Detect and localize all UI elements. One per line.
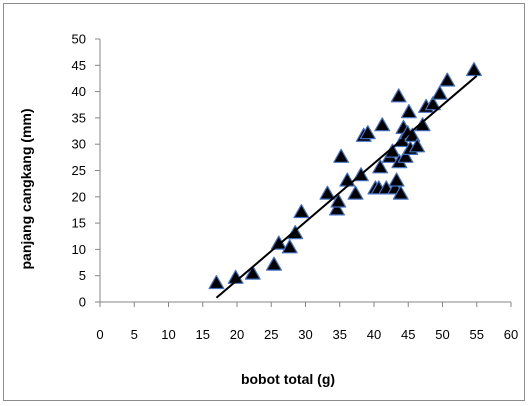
data-point: [439, 72, 456, 87]
data-point: [319, 185, 336, 200]
x-tick-label: 50: [435, 327, 449, 342]
data-point: [372, 159, 389, 174]
data-point: [409, 138, 426, 153]
data-point: [293, 204, 310, 219]
scatter-chart: 0 5 10 15 20 25 30 35 40 45 50 0 5 10 15 20 25 30 35 40 45 5…: [18, 32, 518, 388]
y-tick-label: 30: [72, 137, 86, 152]
data-points: [208, 61, 482, 290]
data-point: [401, 103, 417, 119]
x-tick-label: 35: [333, 327, 347, 342]
y-tick-label: 50: [72, 32, 86, 47]
x-tick-label: 30: [298, 327, 312, 342]
data-point: [281, 239, 298, 254]
y-tick-label: 35: [72, 110, 86, 125]
x-tick-label: 20: [230, 327, 244, 342]
x-tick-label: 60: [504, 327, 518, 342]
data-point: [425, 96, 441, 111]
x-axis-title: bobot total (g): [241, 371, 335, 387]
chart-area: 0 5 10 15 20 25 30 35 40 45 50 0 5 10 15 20 25 30 35 40 45 5…: [3, 3, 525, 401]
trendline: [215, 75, 478, 299]
data-point: [347, 185, 364, 200]
data-point: [374, 117, 391, 132]
y-axis-title: panjang cangkang (mm): [18, 108, 34, 269]
data-point: [208, 275, 225, 290]
data-point: [431, 85, 448, 100]
data-point: [227, 269, 244, 284]
data-point: [466, 61, 482, 77]
y-tick-label: 45: [72, 58, 86, 73]
data-point: [287, 225, 304, 240]
y-tick-label: 40: [72, 84, 86, 99]
y-tick-label: 25: [72, 163, 86, 178]
axes: [95, 38, 512, 307]
x-tick-label: 45: [401, 327, 415, 342]
y-tick-label: 15: [72, 216, 86, 231]
y-tick-label: 10: [72, 242, 86, 257]
data-point: [333, 148, 350, 163]
data-point: [266, 256, 282, 271]
x-axis-tick-labels: 0 5 10 15 20 25 30 35 40 45 50 55 60: [96, 327, 518, 342]
data-point: [339, 172, 356, 187]
x-tick-label: 10: [161, 327, 175, 342]
data-point: [330, 193, 347, 208]
y-tick-label: 0: [79, 295, 86, 310]
x-tick-label: 5: [131, 327, 138, 342]
data-point: [390, 88, 407, 103]
x-tick-label: 0: [96, 327, 103, 342]
x-tick-label: 25: [264, 327, 278, 342]
data-point: [397, 148, 414, 163]
data-point: [329, 201, 345, 216]
y-axis-tick-labels: 0 5 10 15 20 25 30 35 40 45 50: [72, 32, 86, 310]
data-point: [244, 265, 261, 280]
data-point: [414, 117, 431, 132]
x-tick-label: 15: [196, 327, 210, 342]
data-point: [388, 172, 405, 187]
data-point: [359, 125, 376, 140]
x-tick-label: 40: [367, 327, 381, 342]
y-tick-label: 20: [72, 189, 86, 204]
data-point: [392, 185, 409, 200]
y-tick-label: 5: [79, 268, 86, 283]
x-tick-label: 55: [470, 327, 484, 342]
trendline-group: [215, 75, 478, 299]
data-point: [270, 235, 287, 250]
